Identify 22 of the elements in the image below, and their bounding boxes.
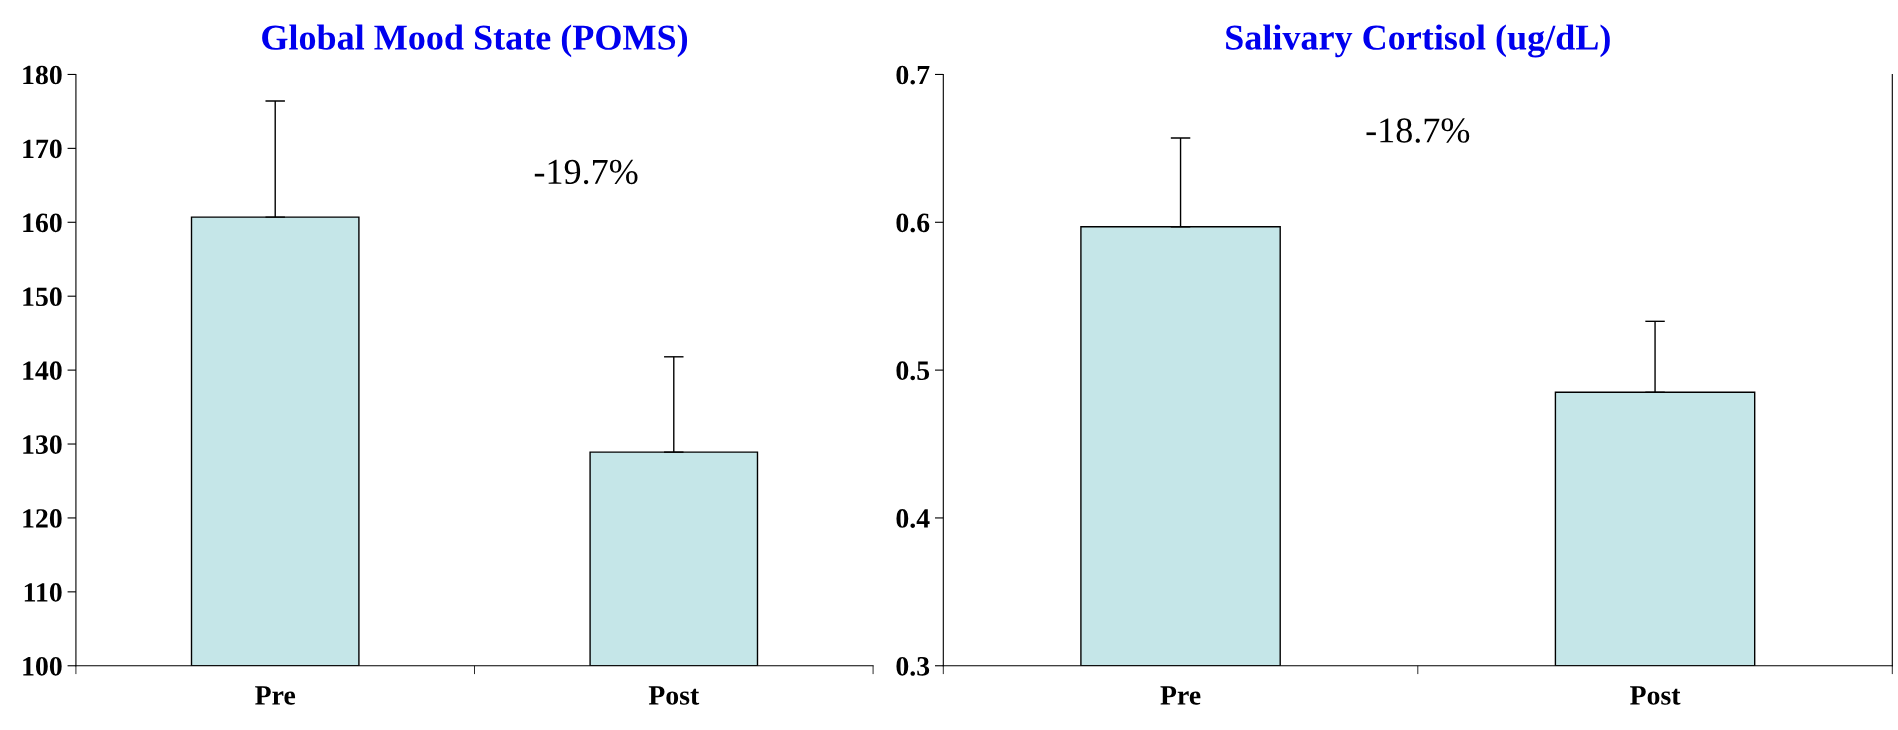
y-tick-label: 150: [23, 287, 62, 307]
annotation: -19.7%: [534, 159, 638, 185]
chart-title: Salivary Cortisol (ug/dL): [1226, 24, 1610, 58]
x-tick-label: Pre: [255, 686, 296, 705]
x-tick-label: Pre: [1160, 686, 1201, 705]
y-tick-label: 100: [23, 656, 62, 676]
chart-title: Global Mood State (POMS): [262, 24, 688, 58]
y-tick-label: 180: [23, 65, 62, 85]
x-tick-label: Post: [648, 686, 700, 705]
annotation: -18.7%: [1366, 118, 1470, 143]
y-tick-label: 0.3: [896, 656, 930, 676]
y-tick-label: 170: [23, 139, 62, 159]
y-tick-label: 130: [23, 435, 62, 454]
x-tick-label: Post: [1630, 686, 1681, 705]
y-tick-label: 0.6: [896, 213, 930, 233]
y-tick-label: 0.4: [896, 509, 930, 528]
y-tick-label: 120: [23, 509, 62, 528]
y-tick-label: 110: [24, 583, 62, 602]
y-tick-label: 140: [23, 361, 62, 381]
y-tick-label: 0.5: [896, 361, 930, 381]
y-tick-label: 0.7: [896, 65, 930, 85]
y-tick-label: 160: [23, 213, 62, 233]
